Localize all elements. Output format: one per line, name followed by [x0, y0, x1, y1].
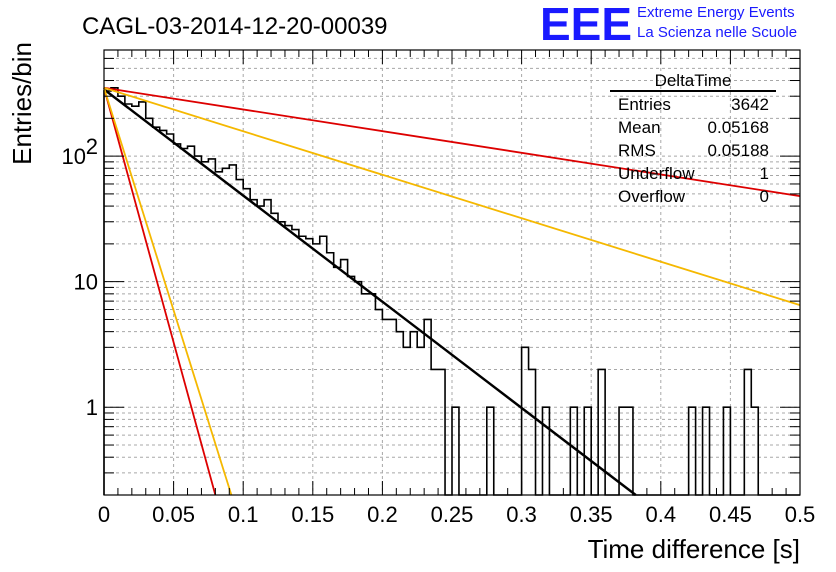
stats-label-mean: Mean — [618, 118, 661, 137]
stats-value-underflow: 1 — [760, 164, 769, 183]
x-tick-label: 0.2 — [367, 502, 398, 527]
x-tick-label: 0.4 — [646, 502, 677, 527]
model-line-2 — [103, 86, 801, 307]
x-tick-label: 0.5 — [785, 502, 816, 527]
x-tick-label: 0.25 — [431, 502, 474, 527]
x-tick-label: 0.3 — [506, 502, 537, 527]
x-tick-label: 0.05 — [152, 502, 195, 527]
stats-value-rms: 0.05188 — [708, 141, 769, 160]
x-tick-label: 0.45 — [709, 502, 752, 527]
x-tick-label: 0 — [98, 502, 110, 527]
stats-name: DeltaTime — [655, 71, 732, 90]
x-tick-label: 0.15 — [291, 502, 334, 527]
y-tick-label: 1 — [86, 395, 98, 420]
stats-label-rms: RMS — [618, 141, 656, 160]
stats-label-entries: Entries — [618, 95, 671, 114]
logo-mark: EEE — [540, 0, 632, 50]
y-tick-label: 10 — [62, 144, 86, 169]
x-axis-label: Time difference [s] — [588, 534, 800, 564]
stats-label-underflow: Underflow — [618, 164, 695, 183]
model-line-3 — [103, 87, 217, 496]
fit-line — [103, 88, 637, 496]
x-tick-label: 0.1 — [228, 502, 259, 527]
logo: EEE Extreme Energy Events La Scienza nel… — [540, 0, 797, 50]
logo-line-2: La Scienza nelle Scuole — [637, 24, 797, 41]
x-ticks: 0 0.05 0.1 0.15 0.2 0.25 0.3 0.35 0.4 0.45 0.5 — [98, 50, 815, 527]
x-tick-label: 0.35 — [570, 502, 613, 527]
model-line-1 — [103, 86, 801, 198]
y-axis-label: Entries/bin — [7, 42, 37, 165]
y-tick-label-exponent: 2 — [86, 134, 98, 159]
stats-value-mean: 0.05168 — [708, 118, 769, 137]
model-line-4 — [103, 87, 233, 496]
chart-title: CAGL-03-2014-12-20-00039 — [82, 13, 388, 40]
stats-value-entries: 3642 — [731, 95, 769, 114]
y-tick-label: 10 — [74, 270, 98, 295]
logo-line-1: Extreme Energy Events — [637, 4, 795, 21]
stats-value-overflow: 0 — [760, 187, 769, 206]
stats-box: DeltaTime Entries 3642 Mean 0.05168 RMS … — [610, 71, 776, 206]
stats-label-overflow: Overflow — [618, 187, 686, 206]
